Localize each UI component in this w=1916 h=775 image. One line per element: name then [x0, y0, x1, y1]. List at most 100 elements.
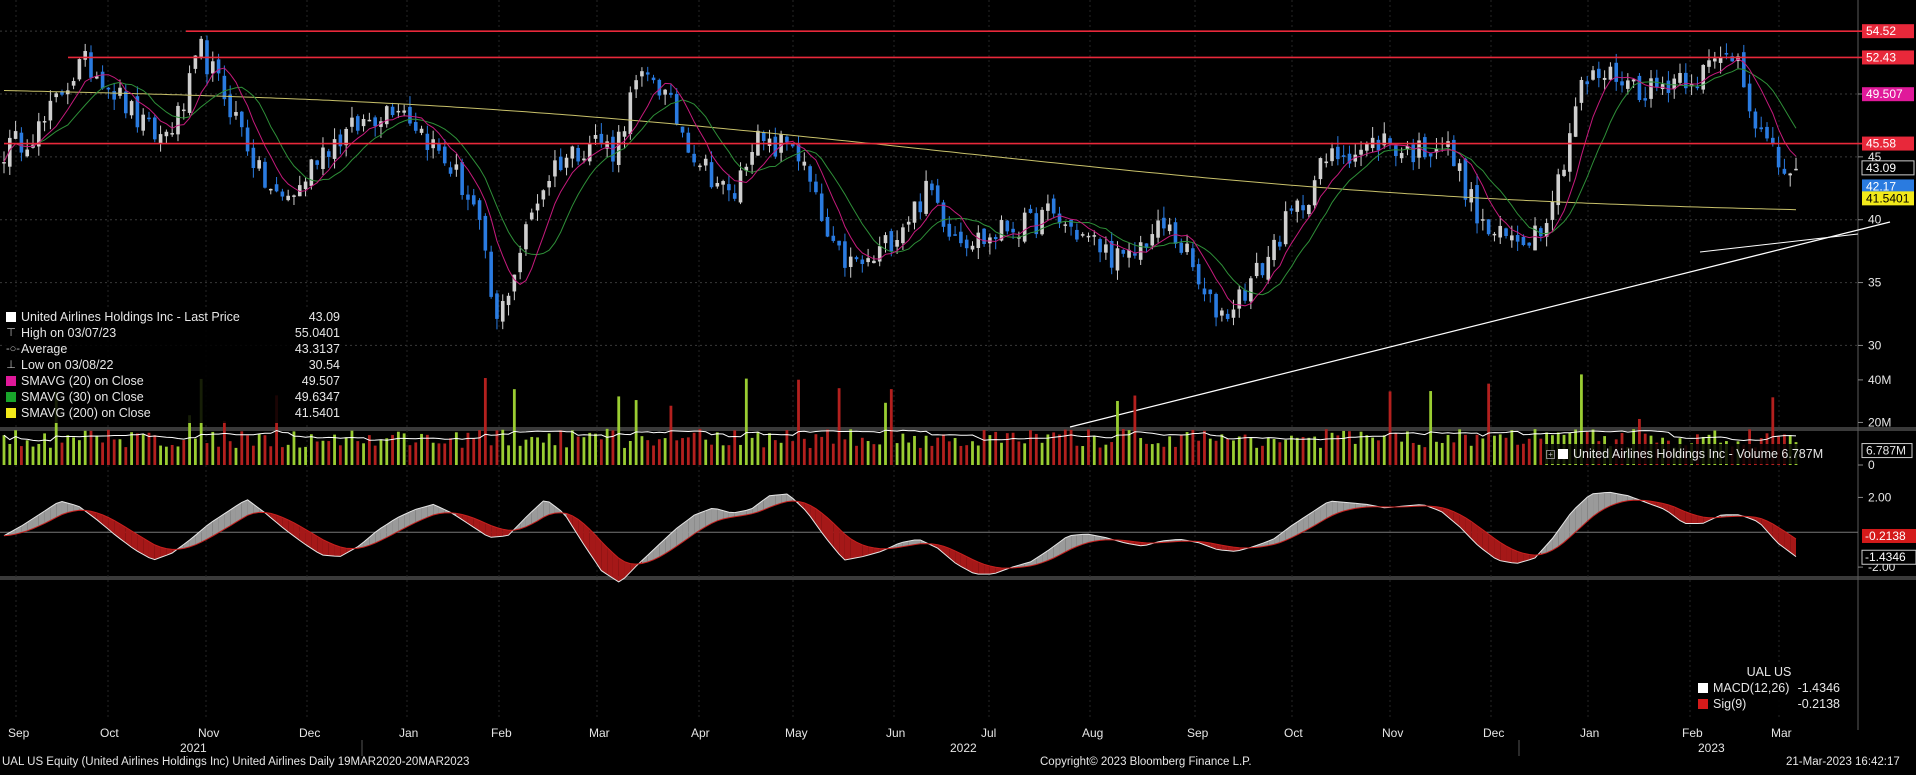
candle-body — [866, 258, 870, 263]
candle-body — [1254, 262, 1259, 277]
volume-bar — [2, 435, 6, 465]
volume-bar — [1098, 447, 1102, 465]
candle-body — [1231, 309, 1236, 318]
volume-bar — [710, 444, 713, 465]
volume-bar — [727, 445, 731, 465]
volume-bar — [414, 442, 418, 465]
macd-fill — [1546, 538, 1553, 553]
candle-body — [970, 245, 975, 250]
volume-bar — [408, 445, 412, 465]
candle-body — [1133, 253, 1137, 256]
macd-fill — [815, 508, 822, 533]
candle-body — [350, 117, 354, 127]
volume-bar — [1307, 437, 1311, 465]
macd-fill — [1662, 503, 1669, 512]
signal-line — [3, 499, 1797, 569]
candle-body — [785, 136, 789, 143]
candle-body — [1208, 289, 1213, 295]
candle-body — [112, 91, 116, 100]
candle-body — [1121, 249, 1126, 254]
legend-label: SMAVG (20) on Close — [21, 374, 144, 388]
volume-bar — [1139, 438, 1143, 465]
macd-fill — [299, 526, 306, 545]
macd-fill — [844, 534, 851, 560]
y-tick-label: 40M — [1868, 373, 1891, 387]
macd-fill — [1477, 525, 1483, 550]
sma200-line — [3, 90, 1797, 211]
candle-body — [558, 156, 563, 171]
candle-body — [199, 38, 203, 57]
macd-fill — [1581, 497, 1588, 527]
volume-bar — [159, 445, 162, 465]
volume-bar — [402, 433, 406, 465]
macd-fill — [1517, 551, 1524, 564]
volume-bar — [31, 446, 35, 465]
volume-bar — [1771, 397, 1775, 465]
candle-body — [239, 111, 244, 128]
volume-bar — [298, 447, 302, 465]
candle-body — [1573, 106, 1578, 137]
candle-body — [25, 149, 29, 157]
macd-fill — [15, 526, 22, 535]
volume-bar — [1435, 441, 1438, 465]
macd-fill — [549, 502, 555, 515]
macd-fill — [1094, 535, 1101, 542]
candle-body — [1771, 137, 1775, 144]
legend-row-sma30: SMAVG (30) on Close 49.6347 — [6, 389, 340, 405]
macd-fill — [1552, 530, 1559, 551]
volume-bar — [8, 443, 12, 465]
macd-fill — [641, 555, 648, 564]
volume-bar — [1266, 437, 1270, 465]
macd-fill — [775, 494, 782, 506]
candle-body — [1747, 83, 1752, 112]
candle-body — [854, 257, 859, 260]
macd-fill — [1221, 545, 1228, 551]
price-legend: United Airlines Holdings Inc - Last Pric… — [2, 307, 344, 423]
candle-body — [935, 185, 940, 203]
candle-body — [1631, 79, 1636, 82]
x-tick-label: Jan — [399, 726, 418, 740]
candle-body — [634, 80, 638, 90]
volume-bar — [623, 447, 626, 465]
volume-bar — [1481, 438, 1485, 465]
expand-icon[interactable]: + — [1546, 449, 1555, 459]
volume-bar — [257, 433, 261, 465]
macd-fill — [90, 511, 97, 520]
volume-bar — [1255, 447, 1259, 465]
macd-fill — [943, 546, 950, 558]
volume-bar — [1063, 429, 1067, 465]
candle-body — [71, 81, 76, 86]
candle-body — [1463, 158, 1468, 200]
volume-bar — [338, 445, 342, 465]
volume-bar — [472, 438, 476, 465]
macd-fill — [1343, 502, 1350, 512]
volume-bar — [211, 431, 215, 465]
trendline — [1069, 221, 1891, 428]
candle-body — [1092, 235, 1097, 237]
macd-fill — [1337, 501, 1344, 513]
candle-body — [1539, 228, 1543, 237]
macd-fill — [699, 510, 706, 531]
price-tag-label: 54.52 — [1866, 24, 1896, 38]
volume-bar — [1046, 434, 1050, 465]
macd-fill — [1071, 534, 1077, 550]
candle-body — [512, 274, 517, 292]
candle-body — [1318, 158, 1323, 180]
candle-body — [1057, 213, 1062, 224]
macd-fill — [427, 504, 434, 518]
candle-body — [553, 160, 557, 177]
volume-bar — [222, 420, 226, 465]
candle-body — [234, 112, 238, 116]
candle-body — [669, 92, 673, 95]
volume-bar — [907, 442, 911, 465]
volume-bar — [530, 436, 534, 465]
macd-fill — [1511, 548, 1518, 564]
x-tick-label: Dec — [1483, 726, 1504, 740]
volume-bar — [878, 444, 882, 465]
candle-body — [616, 131, 621, 165]
candle-body — [912, 201, 917, 223]
macd-fill — [827, 517, 834, 548]
candle-body — [338, 134, 343, 147]
macd-fill — [995, 567, 1002, 574]
volume-bar — [1116, 400, 1119, 465]
